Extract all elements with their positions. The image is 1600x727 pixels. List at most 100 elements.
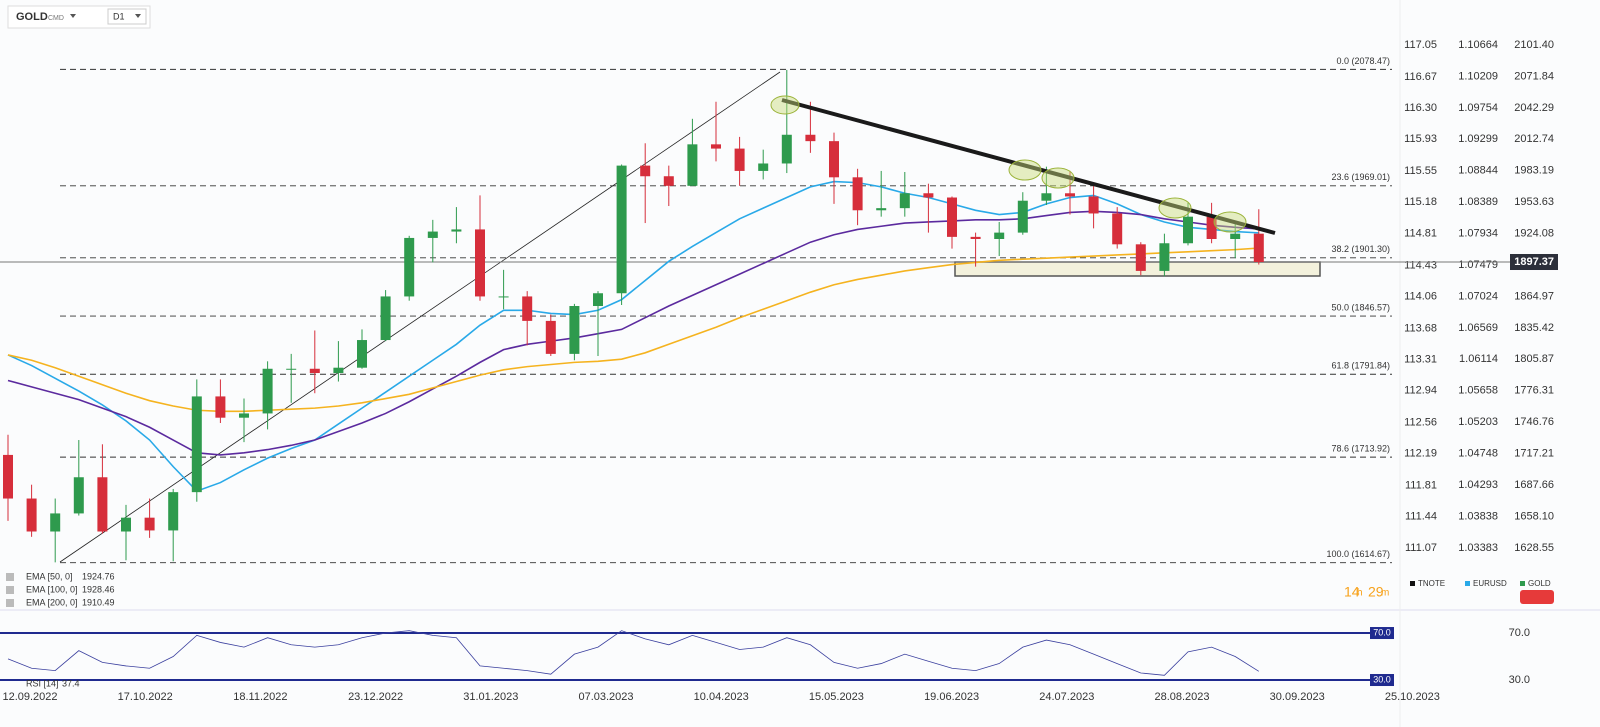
y-tick-label: 1.10209 bbox=[1458, 70, 1498, 82]
legend-name: EMA [50, 0] bbox=[26, 571, 73, 581]
rsi-axis-label: 70.0 bbox=[1509, 627, 1530, 639]
legend-label: GOLD bbox=[1528, 579, 1551, 588]
rsi-level-box bbox=[1370, 627, 1394, 640]
y-tick-label: 1.05203 bbox=[1458, 416, 1498, 428]
y-tick-label: 1864.97 bbox=[1514, 290, 1554, 302]
y-tick-label: 2071.84 bbox=[1514, 70, 1554, 82]
y-tick-label: 1.05658 bbox=[1458, 385, 1498, 397]
candle-body bbox=[73, 477, 84, 514]
y-tick-label: 1.04293 bbox=[1458, 479, 1498, 491]
candle-body bbox=[26, 498, 37, 532]
dropdown-icon bbox=[70, 14, 76, 18]
fib-label: 38.2 (1901.30) bbox=[1331, 244, 1390, 254]
legend-swatch bbox=[1465, 581, 1470, 586]
countdown: h bbox=[1357, 588, 1363, 599]
legend-label: EURUSD bbox=[1473, 579, 1507, 588]
candle-body bbox=[947, 197, 957, 237]
y-tick-label: 114.81 bbox=[1404, 227, 1437, 239]
candle-body bbox=[852, 177, 863, 211]
legend-icon bbox=[6, 573, 14, 581]
y-tick-label: 1.07934 bbox=[1458, 227, 1498, 239]
y-tick-label: 1.03383 bbox=[1458, 542, 1498, 554]
y-tick-label: 1.09754 bbox=[1458, 102, 1498, 114]
legend-label: TNOTE bbox=[1418, 579, 1445, 588]
market: CMD bbox=[48, 15, 64, 22]
candle-body bbox=[687, 144, 698, 186]
y-tick-label: 111.81 bbox=[1405, 480, 1437, 492]
candle-body bbox=[168, 492, 179, 531]
y-tick-label: 111.07 bbox=[1405, 542, 1437, 554]
candle-body bbox=[215, 396, 226, 418]
highlights bbox=[770, 95, 1247, 233]
y-tick-label: 1.08844 bbox=[1458, 165, 1498, 177]
candle-body bbox=[1206, 216, 1217, 240]
fib-label: 100.0 (1614.67) bbox=[1326, 549, 1390, 559]
candle-body bbox=[1017, 200, 1028, 233]
y-tick-label: 1687.66 bbox=[1514, 479, 1554, 491]
candle-body bbox=[1112, 213, 1123, 245]
countdown: 29 bbox=[1368, 584, 1384, 600]
candle-body bbox=[404, 237, 415, 297]
rsi-axis-label: 30.0 bbox=[1509, 674, 1530, 686]
x-tick-label: 19.06.2023 bbox=[924, 691, 979, 703]
y-tick-label: 1805.87 bbox=[1514, 353, 1554, 365]
candle-body bbox=[1230, 233, 1241, 240]
legend-name: EMA [200, 0] bbox=[26, 597, 78, 607]
y-tick-label: 1.04748 bbox=[1458, 448, 1498, 460]
candle-body bbox=[239, 413, 249, 418]
rsi-level-label: 30.0 bbox=[1373, 674, 1391, 684]
candle-body bbox=[191, 396, 202, 493]
sell-button[interactable] bbox=[1520, 590, 1554, 604]
x-tick-label: 31.01.2023 bbox=[463, 691, 518, 703]
x-tick-label: 10.04.2023 bbox=[694, 691, 749, 703]
y-tick-label: 1658.10 bbox=[1514, 510, 1554, 522]
candle-body bbox=[616, 165, 627, 294]
countdown: m bbox=[1381, 588, 1389, 599]
y-tick-label: 1.07479 bbox=[1458, 259, 1498, 271]
legend-swatch bbox=[1520, 581, 1525, 586]
y-tick-label: 114.43 bbox=[1404, 259, 1437, 271]
last-price-label: 1897.37 bbox=[1514, 256, 1554, 268]
rsi-level-label: 70.0 bbox=[1373, 627, 1391, 637]
y-tick-label: 1924.08 bbox=[1514, 228, 1554, 240]
candle-body bbox=[97, 477, 108, 532]
y-tick-label: 116.67 bbox=[1404, 71, 1437, 83]
legend-icon bbox=[6, 586, 14, 594]
fib-label: 78.6 (1713.92) bbox=[1331, 444, 1390, 454]
y-tick-label: 115.55 bbox=[1404, 165, 1437, 177]
fib-label: 61.8 (1791.84) bbox=[1331, 361, 1390, 371]
candle-body bbox=[1183, 216, 1193, 244]
x-tick-label: 24.07.2023 bbox=[1039, 691, 1094, 703]
y-tick-label: 1953.63 bbox=[1514, 196, 1554, 208]
ema-line bbox=[7, 210, 1259, 456]
candle-body bbox=[1135, 244, 1146, 271]
highlight bbox=[770, 95, 800, 115]
candle-body bbox=[734, 148, 745, 171]
countdown: 14 bbox=[1344, 584, 1360, 600]
candle-body bbox=[427, 231, 438, 238]
candle-body bbox=[781, 134, 792, 164]
candle-body bbox=[262, 368, 273, 414]
rsi-line bbox=[7, 630, 1260, 676]
rsi-level-box bbox=[1370, 674, 1394, 687]
candle-body bbox=[50, 513, 61, 532]
candle-body bbox=[593, 293, 603, 307]
fib-label: 23.6 (1969.01) bbox=[1331, 172, 1390, 182]
y-tick-label: 113.31 bbox=[1404, 353, 1437, 365]
legend-value: 1928.46 bbox=[82, 584, 115, 594]
candle-body bbox=[380, 296, 391, 341]
candle-body bbox=[357, 340, 367, 368]
candle-body bbox=[121, 517, 131, 532]
legend-name: EMA [100, 0] bbox=[26, 584, 78, 594]
y-tick-label: 114.06 bbox=[1404, 290, 1437, 302]
candle-body bbox=[829, 141, 839, 178]
timeframe-box[interactable] bbox=[107, 8, 147, 25]
symbol: GOLD bbox=[16, 11, 48, 23]
y-tick-label: 1746.76 bbox=[1514, 416, 1554, 428]
candle-body bbox=[711, 144, 721, 149]
highlight bbox=[1041, 167, 1075, 189]
candle-body bbox=[923, 193, 934, 198]
